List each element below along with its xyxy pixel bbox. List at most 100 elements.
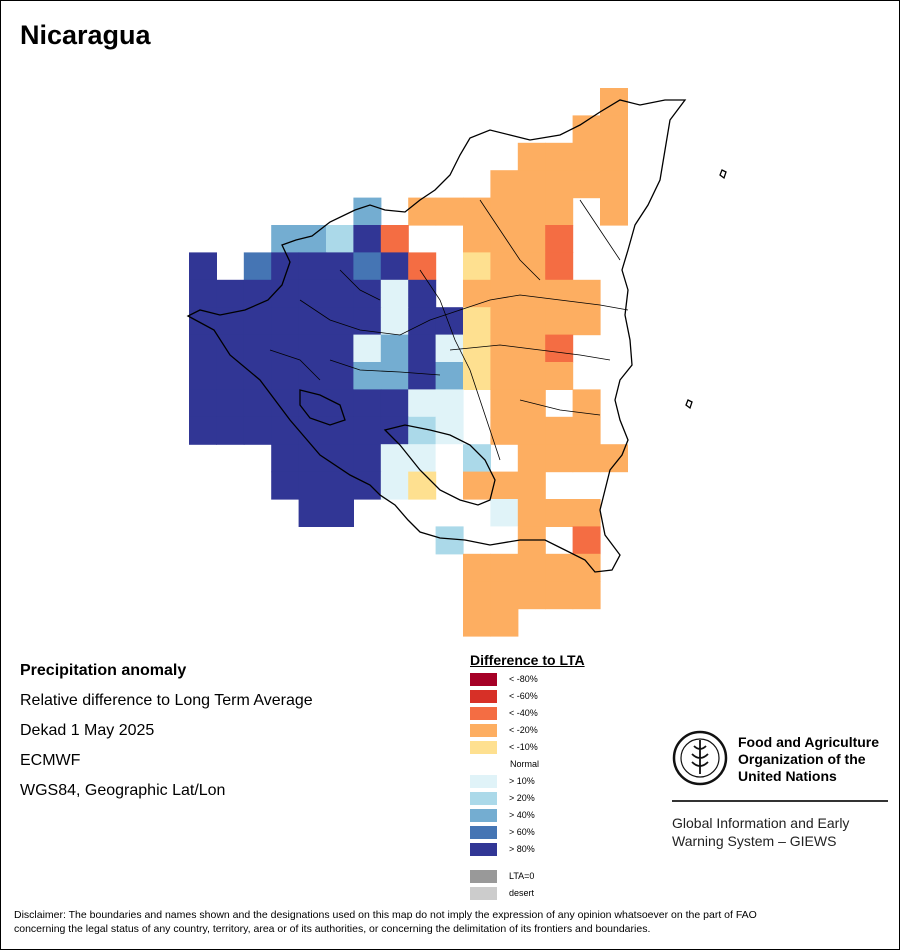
anomaly-cell — [408, 279, 437, 308]
anomaly-cell — [326, 225, 354, 253]
legend-label: > 10% — [509, 776, 535, 786]
anomaly-cell — [517, 553, 546, 582]
anomaly-cell — [298, 389, 327, 418]
anomaly-cell — [243, 389, 272, 418]
anomaly-cell — [243, 362, 272, 390]
anomaly-cell — [517, 362, 546, 390]
anomaly-cell — [380, 362, 409, 390]
anomaly-cell — [353, 197, 382, 226]
lake-nicaragua-outline — [383, 424, 496, 506]
legend-label: LTA=0 — [509, 871, 535, 881]
anomaly-cell — [517, 197, 546, 226]
legend-item: LTA=0 — [470, 869, 670, 886]
anomaly-cell — [517, 444, 546, 473]
anomaly-cell — [271, 416, 300, 445]
anomaly-cell — [463, 553, 491, 582]
anomaly-cell — [326, 307, 354, 336]
anomaly-cell — [298, 334, 327, 363]
anomaly-cell — [572, 115, 601, 144]
anomaly-cell — [463, 252, 491, 281]
anomaly-cell — [216, 362, 245, 390]
organization-name: Food and Agriculture Organization of the… — [738, 734, 880, 784]
anomaly-cell — [243, 279, 272, 308]
anomaly-cell — [572, 307, 601, 336]
anomaly-cell — [545, 362, 574, 390]
legend-item: < -10% — [470, 740, 670, 757]
anomaly-cell — [216, 416, 245, 445]
anomaly-cell — [490, 279, 519, 308]
anomaly-cell — [380, 252, 409, 281]
legend-label: < -60% — [509, 691, 538, 701]
legend-swatch — [470, 690, 497, 703]
anomaly-cell — [353, 362, 382, 390]
anomaly-cell — [600, 88, 628, 116]
anomaly-cell — [545, 279, 574, 308]
anomaly-cell — [271, 307, 300, 336]
anomaly-cell — [545, 142, 574, 171]
anomaly-cell — [380, 225, 409, 253]
anomaly-cell — [490, 389, 519, 418]
legend-label: > 60% — [509, 827, 535, 837]
anomaly-cell — [490, 608, 519, 637]
anomaly-cell — [490, 362, 519, 390]
anomaly-cell — [572, 416, 601, 445]
anomaly-cell — [353, 444, 382, 473]
legend-item: > 80% — [470, 842, 670, 859]
anomaly-cell — [380, 389, 409, 418]
legend-label: > 80% — [509, 844, 535, 854]
anomaly-cell — [572, 389, 601, 418]
anomaly-cell — [490, 334, 519, 363]
legend-item: > 20% — [470, 791, 670, 808]
anomaly-cell — [490, 197, 519, 226]
legend-swatch — [470, 741, 497, 754]
divider — [672, 800, 888, 802]
legend-swatch — [470, 673, 497, 686]
anomaly-cell — [326, 279, 354, 308]
lake-managua-outline — [299, 389, 346, 426]
anomaly-cell — [517, 170, 546, 199]
anomaly-cell — [380, 334, 409, 363]
anomaly-cell — [326, 499, 354, 527]
legend-swatch — [470, 775, 497, 788]
anomaly-cell — [271, 362, 300, 390]
anomaly-cell — [408, 252, 437, 281]
legend-item: > 40% — [470, 808, 670, 825]
legend-item: desert — [470, 886, 670, 903]
anomaly-cell — [517, 307, 546, 336]
anomaly-cell — [463, 581, 491, 610]
nicaragua-outline — [186, 99, 687, 573]
anomaly-cell — [189, 252, 217, 281]
anomaly-cell — [600, 444, 628, 473]
anomaly-cell — [326, 389, 354, 418]
anomaly-cell — [435, 444, 464, 473]
anomaly-cell — [490, 252, 519, 281]
anomaly-cell — [353, 252, 382, 281]
anomaly-cell — [326, 334, 354, 363]
fao-logo-icon — [672, 730, 728, 786]
legend-swatch — [470, 809, 497, 822]
anomaly-cell — [435, 416, 464, 445]
legend-swatch — [470, 843, 497, 856]
anomaly-cell — [189, 389, 217, 418]
anomaly-cell — [435, 197, 464, 226]
anomaly-cell — [298, 471, 327, 500]
anomaly-cell — [545, 307, 574, 336]
legend-label: < -80% — [509, 674, 538, 684]
anomaly-cell — [600, 115, 628, 144]
anomaly-cell — [572, 170, 601, 199]
legend: Difference to LTA < -80% < -60% < -40% < -2… — [470, 652, 670, 903]
anomaly-cell — [463, 225, 491, 253]
anomaly-cell — [353, 334, 382, 363]
legend-item: > 60% — [470, 825, 670, 842]
anomaly-cell — [572, 526, 601, 555]
anomaly-cell — [408, 307, 437, 336]
anomaly-cell — [600, 197, 628, 226]
anomaly-cell — [380, 279, 409, 308]
anomaly-cell — [353, 416, 382, 445]
anomaly-cell — [517, 142, 546, 171]
anomaly-cell — [271, 225, 300, 253]
anomaly-cell — [243, 252, 272, 281]
anomaly-cell — [189, 307, 217, 336]
legend-swatch — [470, 707, 497, 720]
legend-label: < -10% — [509, 742, 538, 752]
